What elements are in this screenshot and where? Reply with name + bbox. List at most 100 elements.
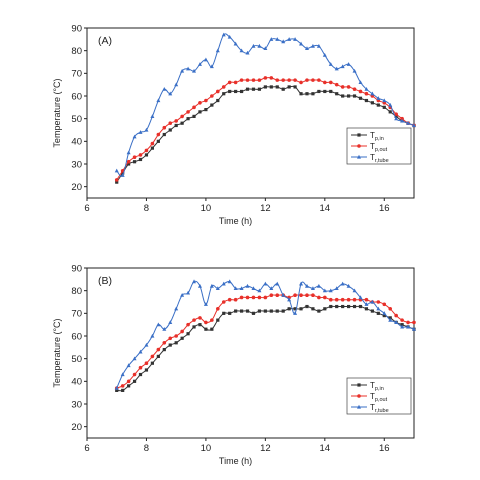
y-axis-title: Temperature (°C) [52,78,62,147]
data-point-Tp,out [227,80,232,85]
data-point-Tr,tube [251,286,256,290]
legend-label-subscript: p,out [375,147,388,153]
data-point-Tp,in [323,307,327,311]
data-point-Tr,tube [287,37,292,41]
x-tick-label: 6 [84,443,89,454]
data-point-Tr,tube [114,168,119,173]
x-tick-label: 8 [144,443,149,454]
data-point-Tp,in [257,87,262,91]
data-point-Tp,in [216,98,220,103]
data-point-Tp,out [334,297,339,302]
data-point-Tp,out [245,78,250,82]
data-point-Tp,in [138,157,143,162]
series-Tr,tube [114,279,416,390]
x-axis-title: Time (h) [219,216,252,226]
series-Tp,out [114,76,416,182]
x-tick-label: 6 [84,203,89,214]
data-point-Tr,tube [388,317,393,322]
data-point-Tr,tube [358,80,363,84]
data-point-Tp,in [156,354,160,358]
data-point-Tp,out [311,78,315,82]
data-point-Tp,in [347,94,351,98]
data-point-Tp,in [168,128,172,132]
data-point-Tp,out [323,80,327,85]
data-point-Tp,out [180,329,184,334]
data-point-Tp,in [222,311,226,315]
data-point-Tp,in [251,311,256,315]
data-point-Tp,in [234,309,238,313]
panel-label: (A) [98,35,112,47]
y-tick-label: 60 [71,91,82,102]
data-point-Tp,in [311,307,315,311]
data-point-Tr,tube [257,288,262,293]
data-point-Tp,out [120,384,125,388]
data-point-Tr,tube [150,333,155,338]
data-point-Tr,tube [316,283,321,288]
data-point-Tp,out [346,297,351,302]
data-point-Tp,in [299,92,303,96]
data-point-Tp,in [275,309,279,313]
x-tick-label: 14 [320,203,331,214]
data-point-Tp,out [132,155,137,159]
data-point-Tp,out [198,101,202,105]
series-Tp,in [115,304,416,392]
data-point-Tp,in [317,309,321,313]
data-point-Tr,tube [322,288,327,293]
x-tick-label: 10 [201,443,212,454]
panel-label: (B) [98,275,112,287]
data-point-Tp,out [132,372,137,377]
data-point-Tp,out [257,295,262,300]
data-point-Tr,tube [275,281,280,286]
data-point-Tp,in [281,309,285,313]
data-point-Tp,out [275,293,280,298]
data-point-Tp,out [328,80,333,85]
data-point-Tr,tube [227,34,232,39]
data-point-Tr,tube [239,286,244,290]
data-point-Tp,out [210,94,214,98]
data-point-Tp,in [376,311,380,315]
data-point-Tp,in [127,384,131,388]
data-point-Tp,out [281,78,286,82]
legend-label: Tr,tube [370,403,389,414]
data-point-Tp,in [239,89,244,94]
data-point-Tp,in [358,96,363,100]
legend-label-subscript: r,tube [375,408,389,414]
data-point-Tp,in [341,304,345,309]
data-point-Tr,tube [328,62,333,66]
data-point-Tp,out [192,318,196,322]
data-point-Tp,out [382,302,387,307]
legend-swatch-marker [357,394,361,398]
data-point-Tp,out [317,295,321,300]
data-point-Tp,out [269,293,274,298]
data-point-Tp,out [221,300,226,304]
data-point-Tr,tube [412,123,416,128]
data-point-Tp,in [317,89,321,94]
data-point-Tp,in [341,94,345,98]
data-point-Tp,in [287,85,291,89]
data-point-Tp,in [198,110,202,114]
data-point-Tp,in [376,103,380,107]
data-point-Tp,in [162,132,166,137]
data-point-Tp,out [144,148,149,153]
data-point-Tr,tube [233,41,238,46]
data-point-Tr,tube [346,283,351,288]
data-point-Tp,in [352,94,357,98]
data-point-Tr,tube [156,98,161,103]
data-point-Tp,out [340,297,345,302]
data-point-Tr,tube [400,118,405,123]
data-point-Tp,in [210,103,214,107]
legend-label-main: T [370,153,375,162]
data-point-Tp,in [138,372,143,377]
data-point-Tp,out [305,78,309,82]
data-point-Tp,in [168,343,172,347]
data-point-Tp,out [126,379,131,384]
y-tick-label: 50 [71,354,82,365]
data-point-Tp,out [275,78,280,82]
data-point-Tr,tube [168,91,173,96]
data-point-Tr,tube [293,37,298,41]
data-point-Tp,in [150,146,154,150]
data-point-Tp,out [257,78,262,82]
data-point-Tp,out [156,132,161,137]
y-tick-label: 80 [71,286,82,297]
data-point-Tr,tube [275,37,280,41]
